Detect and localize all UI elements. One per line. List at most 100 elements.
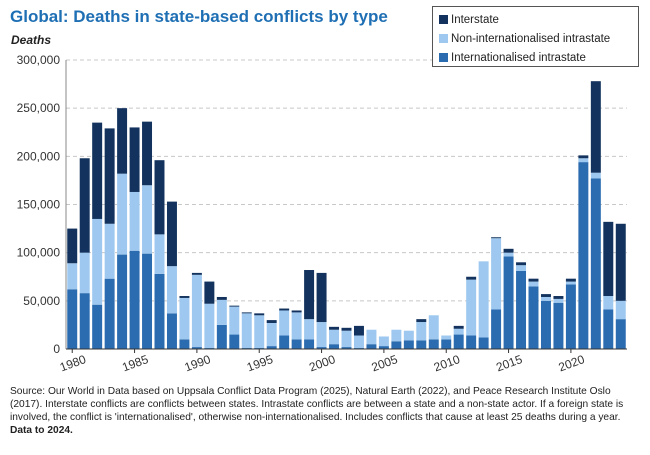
bar-segment	[366, 329, 377, 345]
bar-segment	[142, 185, 153, 254]
bar-segment	[166, 201, 177, 267]
bar-segment	[166, 266, 177, 314]
bar-segment	[329, 329, 340, 345]
bar-segment	[129, 191, 140, 251]
bar-segment	[154, 273, 165, 349]
bar-segment	[279, 308, 290, 311]
legend-label: Internationalised intrastate	[451, 51, 586, 64]
bar-segment	[67, 228, 78, 264]
y-tick-label: 150,000	[17, 198, 61, 212]
bar-segment	[254, 315, 265, 349]
bar-segment	[92, 122, 103, 219]
x-tick-label: 1980	[58, 352, 88, 374]
legend-label: Non-internationalised intrastate	[451, 32, 611, 45]
x-tick-label: 2010	[432, 352, 462, 374]
bar-segment	[179, 339, 190, 349]
bar-segment	[453, 325, 464, 329]
bar-segment	[503, 252, 514, 257]
bar-segment	[79, 158, 90, 253]
bar-segment	[204, 281, 215, 304]
bar-segment	[565, 281, 576, 285]
bar-segment	[528, 286, 539, 349]
bars-layer	[67, 81, 626, 349]
bar-segment	[603, 221, 614, 297]
y-tick-label: 0	[53, 342, 60, 356]
bar-segment	[503, 256, 514, 349]
bar-segment	[615, 223, 626, 301]
bar-segment	[528, 278, 539, 282]
legend-item-internationalised: Internationalised intrastate	[439, 48, 638, 67]
bar-segment	[216, 324, 227, 349]
bar-segment	[403, 330, 414, 341]
bar-segment	[466, 335, 477, 349]
bar-segment	[329, 326, 340, 330]
bar-segment	[416, 340, 427, 349]
bar-segment	[104, 278, 115, 349]
bar-segment	[391, 341, 402, 349]
bar-segment	[540, 300, 551, 349]
y-tick-label: 200,000	[17, 149, 61, 163]
bar-segment	[291, 312, 302, 340]
bar-segment	[316, 272, 327, 323]
bar-segment	[291, 339, 302, 349]
legend-swatch-non-internationalised	[439, 34, 448, 43]
bar-segment	[353, 325, 364, 336]
bar-segment	[516, 265, 527, 271]
x-tick-label: 2000	[307, 352, 337, 374]
bar-segment	[378, 346, 389, 349]
bar-segment	[466, 276, 477, 280]
bar-segment	[304, 319, 315, 340]
bar-segment	[590, 81, 601, 173]
legend: Interstate Non-internationalised intrast…	[432, 6, 639, 67]
bar-segment	[353, 335, 364, 349]
legend-item-non-internationalised: Non-internationalised intrastate	[439, 29, 638, 48]
legend-item-interstate: Interstate	[439, 10, 638, 29]
bar-segment	[416, 319, 427, 323]
bar-segment	[129, 250, 140, 349]
bar-segment	[279, 310, 290, 336]
bar-segment	[478, 337, 489, 349]
bar-segment	[316, 347, 327, 349]
bar-segment	[378, 336, 389, 347]
chart-svg: 0 50,000 100,000 150,000 200,000 250,000 300,0…	[17, 53, 627, 374]
bar-segment	[553, 302, 564, 349]
bar-segment	[391, 329, 402, 342]
bar-segment	[266, 320, 277, 323]
axes-layer	[65, 60, 627, 353]
x-tick-label: 2020	[557, 352, 587, 374]
bar-segment	[540, 294, 551, 297]
bar-segment	[341, 327, 352, 331]
bar-segment	[266, 346, 277, 349]
bar-segment	[329, 344, 340, 349]
legend-label: Interstate	[451, 13, 499, 26]
source-data-range: Data to 2024.	[10, 425, 73, 436]
bar-segment	[441, 339, 452, 349]
bar-segment	[578, 155, 589, 159]
bar-segment	[615, 300, 626, 320]
bar-segment	[341, 347, 352, 349]
bar-segment	[191, 274, 202, 348]
bar-segment	[491, 309, 502, 349]
bar-segment	[528, 281, 539, 287]
bar-segment	[229, 306, 240, 335]
bar-segment	[229, 334, 240, 349]
bar-segment	[117, 173, 128, 255]
x-tick-label: 1985	[120, 352, 150, 374]
bar-segment	[553, 296, 564, 299]
bar-segment	[565, 284, 576, 349]
bar-segment	[304, 270, 315, 320]
bar-segment	[428, 315, 439, 340]
bar-segment	[241, 313, 252, 349]
bar-segment	[590, 178, 601, 349]
bar-segment	[166, 313, 177, 349]
bar-segment	[366, 344, 377, 349]
bar-segment	[491, 238, 502, 310]
y-tick-label: 50,000	[23, 294, 60, 308]
y-tick-labels: 0 50,000 100,000 150,000 200,000 250,000 300,0…	[17, 53, 61, 356]
bar-segment	[204, 303, 215, 349]
bar-segment	[416, 322, 427, 341]
bar-segment	[491, 237, 502, 239]
bar-segment	[403, 340, 414, 349]
bar-segment	[503, 248, 514, 253]
bar-segment	[453, 328, 464, 335]
